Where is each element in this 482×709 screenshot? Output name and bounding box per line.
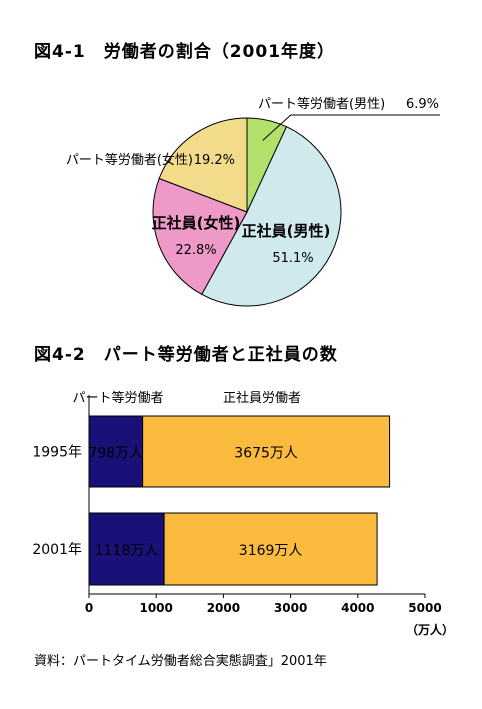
- category-label-1: 2001年: [32, 542, 82, 558]
- pie-label-pct-2: 22.8%: [175, 243, 216, 258]
- pie-label-name-1: 正社員(男性): [242, 222, 331, 240]
- pie-label-pct-0: 6.9%: [406, 97, 439, 112]
- source-note: 資料：パートタイム労働者総合実態調査」2001年: [34, 654, 327, 669]
- x-tick-label-3: 3000: [274, 601, 307, 615]
- x-tick-label-4: 4000: [341, 601, 374, 615]
- figure2-title: 図4-2 パート等労働者と正社員の数: [34, 345, 338, 365]
- pie-label-pct-1: 51.1%: [272, 251, 313, 266]
- pie-label-name-3: パート等労働者(女性): [66, 152, 193, 168]
- bar-0-series-1: [142, 415, 391, 488]
- pie-leader-line: [262, 114, 440, 141]
- pie-chart: パート等労働者(男性) 6.9% パート等労働者(女性) 19.2% 正社員(男性) 51…: [66, 96, 440, 307]
- bar-label-0-0: 798万人: [88, 446, 143, 462]
- x-unit-label: （万人）: [406, 622, 454, 637]
- category-label-0: 1995年: [32, 445, 82, 461]
- figure1-title: 図4-1 労働者の割合（2001年度）: [34, 42, 336, 62]
- pie-label-pct-3: 19.2%: [194, 153, 235, 168]
- series-header-0: パート等労働者: [72, 390, 163, 406]
- bar-label-0-1: 3675万人: [234, 446, 298, 462]
- bar-0-series-0: [88, 415, 144, 488]
- bar-label-1-1: 3169万人: [239, 543, 303, 559]
- series-header-1: 正社員労働者: [223, 390, 301, 406]
- x-tick-label-1: 1000: [139, 601, 172, 615]
- bar-1-series-0: [88, 512, 165, 586]
- bar-chart: パート等労働者 正社員労働者 798万人 3675万人 1995年 1118万人 3169万…: [32, 390, 454, 637]
- pie-slice-2: [152, 177, 248, 296]
- pie-slice-1: [201, 126, 342, 307]
- x-tick-label-5: 5000: [408, 601, 441, 615]
- pie-label-name-0: パート等労働者(男性): [258, 96, 385, 112]
- bar-1-series-1: [163, 512, 378, 586]
- bar-label-1-0: 1118万人: [95, 543, 159, 559]
- x-tick-label-0: 0: [85, 601, 93, 615]
- pie-slice-3: [158, 117, 248, 213]
- pie-label-name-2: 正社員(女性): [152, 214, 241, 232]
- x-tick-label-2: 2000: [207, 601, 240, 615]
